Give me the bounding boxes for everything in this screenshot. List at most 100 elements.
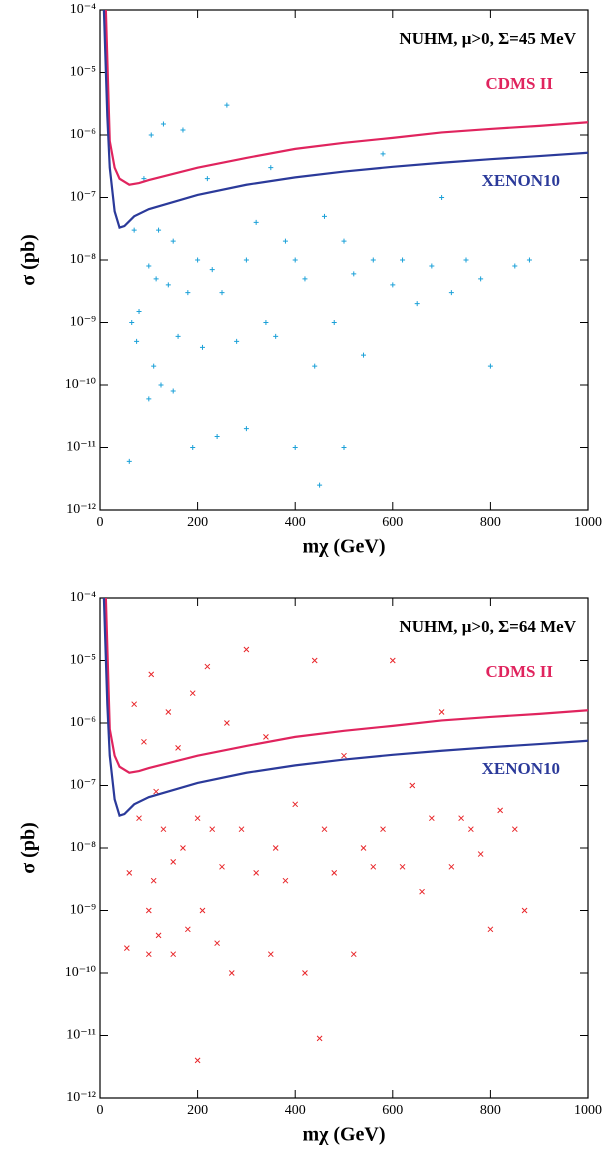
point bbox=[146, 263, 152, 269]
points bbox=[126, 102, 532, 488]
point bbox=[311, 657, 318, 664]
limit-curve bbox=[104, 10, 588, 186]
point bbox=[214, 940, 220, 947]
point bbox=[136, 815, 142, 822]
point bbox=[302, 276, 308, 282]
x-tick-label: 1000 bbox=[574, 515, 602, 530]
y-tick-label: 10⁻⁷ bbox=[70, 778, 96, 793]
curve-label: CDMS II bbox=[485, 662, 553, 681]
x-tick-label: 600 bbox=[382, 1103, 403, 1118]
panel: 10⁻¹² 10⁻¹¹ 10⁻¹⁰ 10⁻⁹ 10⁻⁸ 10⁻⁷ 10⁻⁶ 10⁻⁵ 10⁻⁴ 0… bbox=[18, 2, 602, 557]
y-axis-label: σ (pb) bbox=[18, 234, 40, 285]
point bbox=[438, 709, 445, 715]
point bbox=[389, 657, 396, 664]
y-tick-label: 10⁻⁷ bbox=[70, 190, 96, 205]
y-tick-label: 10⁻⁸ bbox=[70, 252, 96, 267]
point bbox=[331, 870, 338, 876]
point bbox=[317, 482, 323, 488]
point bbox=[184, 926, 191, 933]
point bbox=[170, 238, 176, 244]
y-tick-label: 10⁻¹⁰ bbox=[65, 377, 97, 392]
point bbox=[350, 951, 357, 958]
point bbox=[380, 826, 386, 833]
point bbox=[448, 863, 455, 870]
y-tick-label: 10⁻⁹ bbox=[70, 315, 96, 330]
y-tick-label: 10⁻⁴ bbox=[70, 2, 96, 17]
y-tick-label: 10⁻⁹ bbox=[70, 903, 96, 918]
point bbox=[512, 263, 518, 269]
point bbox=[400, 257, 406, 263]
point bbox=[390, 282, 396, 288]
point bbox=[370, 257, 376, 263]
limit-curve bbox=[102, 10, 588, 229]
x-tick-label: 800 bbox=[480, 1103, 501, 1118]
point bbox=[282, 877, 289, 884]
point bbox=[448, 290, 454, 296]
point bbox=[180, 127, 186, 133]
point bbox=[160, 121, 166, 127]
point bbox=[302, 970, 308, 976]
point bbox=[341, 752, 347, 759]
point bbox=[150, 877, 157, 884]
point bbox=[219, 863, 225, 870]
point bbox=[316, 1035, 323, 1042]
point bbox=[253, 870, 260, 876]
point bbox=[321, 213, 327, 219]
point bbox=[199, 344, 205, 350]
y-tick-label: 10⁻⁶ bbox=[70, 715, 96, 730]
point bbox=[361, 352, 367, 358]
point bbox=[267, 951, 274, 958]
point bbox=[204, 176, 210, 182]
point bbox=[153, 276, 159, 282]
point bbox=[165, 709, 172, 715]
point bbox=[170, 859, 177, 865]
y-axis-label: σ (pb) bbox=[18, 822, 40, 873]
point bbox=[189, 690, 196, 697]
x-tick-label: 200 bbox=[187, 1103, 208, 1118]
point bbox=[292, 445, 298, 450]
point bbox=[243, 426, 249, 432]
curve-label: CDMS II bbox=[485, 74, 553, 93]
x-tick-label: 0 bbox=[97, 515, 104, 530]
point bbox=[458, 815, 464, 822]
point bbox=[148, 132, 154, 138]
point bbox=[380, 151, 386, 157]
point bbox=[209, 826, 216, 833]
point bbox=[243, 646, 250, 653]
point bbox=[478, 276, 484, 282]
point bbox=[219, 290, 225, 296]
x-tick-label: 400 bbox=[285, 1103, 306, 1118]
point bbox=[341, 238, 347, 244]
point bbox=[526, 257, 532, 263]
limit-curve bbox=[104, 598, 588, 774]
point bbox=[156, 227, 162, 233]
point bbox=[238, 826, 245, 833]
point bbox=[370, 863, 377, 870]
point bbox=[312, 363, 318, 369]
point bbox=[145, 907, 152, 914]
point bbox=[194, 1057, 201, 1064]
point bbox=[497, 807, 504, 814]
x-tick-label: 200 bbox=[187, 515, 208, 530]
point bbox=[131, 701, 138, 708]
limit-curves bbox=[102, 10, 588, 229]
point bbox=[268, 165, 274, 171]
point bbox=[487, 363, 493, 369]
point bbox=[263, 320, 269, 325]
y-tick-label: 10⁻⁵ bbox=[70, 65, 96, 80]
point bbox=[428, 815, 435, 822]
y-tick-label: 10⁻¹¹ bbox=[66, 440, 96, 455]
point bbox=[243, 257, 249, 263]
point bbox=[253, 219, 259, 225]
point bbox=[351, 271, 357, 277]
annotation: NUHM, μ>0, Σ=45 MeV bbox=[399, 29, 576, 48]
point bbox=[292, 257, 298, 263]
point bbox=[234, 338, 240, 344]
point bbox=[414, 301, 420, 307]
point bbox=[194, 815, 201, 822]
limit-curves bbox=[102, 598, 588, 817]
point bbox=[331, 320, 337, 325]
y-tick-label: 10⁻⁶ bbox=[70, 127, 96, 142]
point bbox=[399, 863, 406, 870]
points bbox=[123, 646, 528, 1064]
